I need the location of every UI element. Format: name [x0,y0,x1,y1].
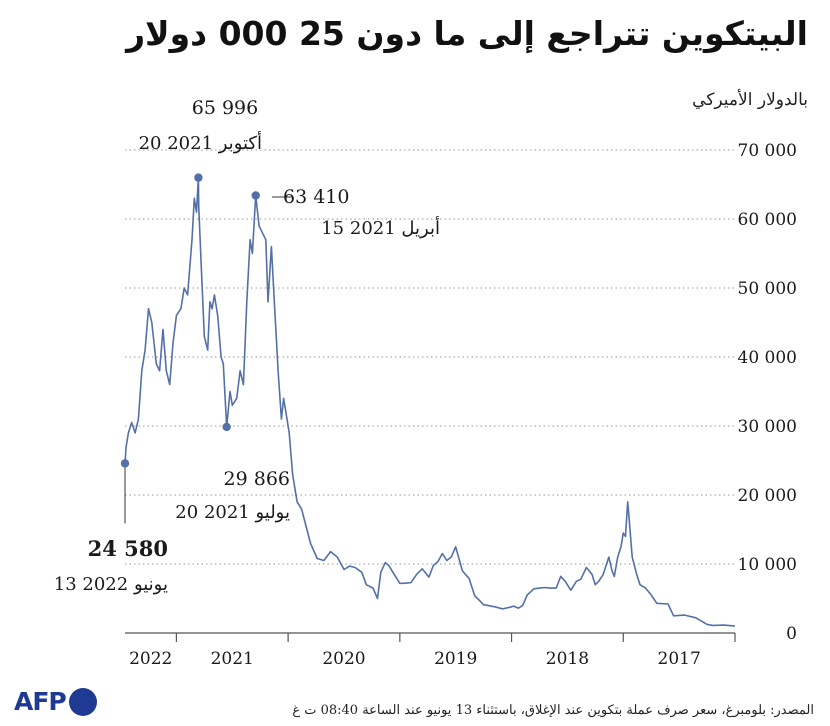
x-tick-label: 2019 [434,649,477,669]
annotation-value: 65 996 [192,97,258,119]
x-axis: 2017 2018 2019 2020 2021 2022 [125,632,736,669]
annotation-date: 20 أكتوبر 2021 [139,131,262,154]
annotation-date: 13 يونيو 2022 [54,574,168,595]
annotation-date: 15 أبريل 2021 [321,216,440,239]
y-tick-label: 50 000 [738,279,797,299]
price-series [124,176,736,627]
annotation-marker [120,459,130,468]
x-tick-label: 2018 [546,649,589,669]
series-line [124,176,736,627]
annotation-value: 29 866 [224,468,290,490]
annotation-marker [251,191,260,200]
annotation-value: 63 410 [283,186,349,208]
y-tick-label: 70 000 [738,141,797,161]
source-note: المصدر: بلومبرغ، سعر صرف عملة بتكوين عند… [292,703,814,718]
y-tick-label: 0 [786,624,797,644]
y-tick-label: 60 000 [738,210,797,230]
annotation-marker [222,422,231,432]
annotation-value: 24 580 [88,536,168,561]
chart-annotations: 65 996 20 أكتوبر 2021 63 410 15 أبريل 2021 2… [54,97,440,595]
y-tick-label: 20 000 [738,486,797,506]
y-axis-unit-label: بالدولار الأميركي [692,90,808,110]
y-tick-label: 40 000 [738,348,797,368]
afp-logo-text: AFP [14,687,67,716]
x-tick-label: 2017 [658,649,701,669]
chart-grid: 0 10 000 20 000 30 000 40 000 50 000 60 000 70 … [125,141,797,644]
annotation-date: 20 يوليو 2021 [175,502,290,523]
x-tick-label: 2022 [129,649,172,669]
x-tick-label: 2020 [322,649,365,669]
y-tick-label: 10 000 [738,555,797,575]
afp-logo: AFP [14,687,97,716]
annotation-marker [194,173,203,182]
chart-title: البيتكوين تتراجع إلى ما دون 25 000 دولار [126,14,808,53]
x-tick-label: 2021 [211,649,254,669]
y-tick-label: 30 000 [738,417,797,437]
afp-logo-dot [68,687,97,716]
